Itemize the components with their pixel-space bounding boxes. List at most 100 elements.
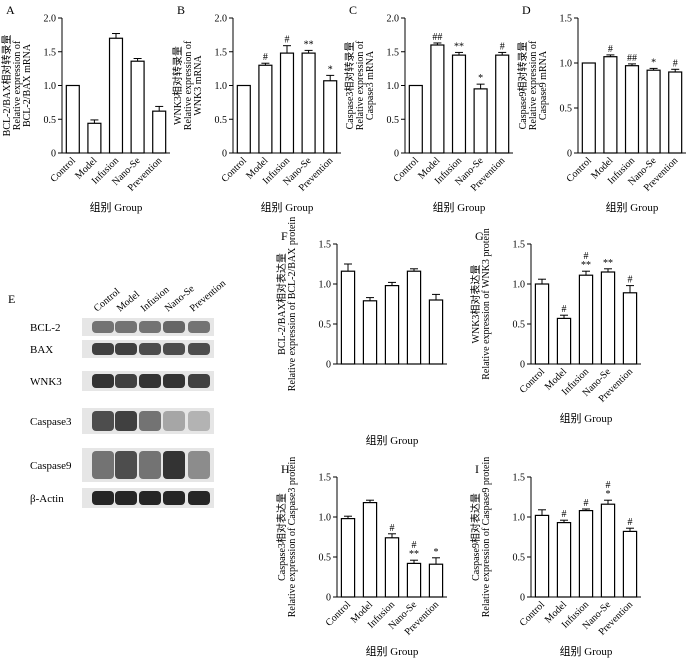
y-tick-label: 1.0 xyxy=(319,280,332,291)
y-axis-label: BCL-2/BAX相对转录量 xyxy=(0,35,13,137)
bar-prevention xyxy=(152,110,167,154)
y-tick-label: 0.5 xyxy=(513,320,526,331)
x-axis-label: 组别 Group xyxy=(560,411,613,425)
blot-band xyxy=(139,411,161,431)
y-axis-label: BCL-2/BAX mRNA xyxy=(22,43,33,127)
bar-nano-se xyxy=(130,60,145,154)
bar-model xyxy=(556,521,572,598)
blot-band xyxy=(163,491,185,505)
y-axis-label: Relative expression of BCL-2/BAX protein xyxy=(287,217,298,391)
chart-panel-d: D00.51.01.5Control#Model##Infusion*Nano-… xyxy=(516,3,686,214)
chart-panel-g: G00.51.01.5Control#Model**#Infusion**Nan… xyxy=(469,228,641,425)
significance-mark: ** xyxy=(454,41,464,52)
y-tick-label: 0.5 xyxy=(513,553,526,564)
y-tick-label: 0.5 xyxy=(215,115,228,126)
bar-nano-se xyxy=(473,88,488,154)
y-axis-label: Relative expression of xyxy=(183,40,194,130)
blot-band xyxy=(115,343,137,355)
bar-infusion xyxy=(624,65,640,154)
y-tick-label: 2.0 xyxy=(387,14,400,25)
bar-control xyxy=(340,517,356,598)
y-tick-label: 0.5 xyxy=(387,115,400,126)
significance-mark: # xyxy=(673,58,678,69)
blot-protein-label: BCL-2 xyxy=(30,322,61,334)
bar-prevention xyxy=(622,530,638,598)
y-tick-label: 1.5 xyxy=(319,473,332,484)
bar-model xyxy=(362,300,378,365)
significance-mark: ** xyxy=(581,260,591,271)
y-axis-label: WNK3相对转录量 xyxy=(171,46,184,125)
y-tick-label: 2.0 xyxy=(215,14,228,25)
blot-band xyxy=(139,343,161,355)
blot-band xyxy=(115,451,137,479)
significance-mark: ** xyxy=(409,549,419,560)
bar-nano-se xyxy=(600,503,616,598)
blot-band xyxy=(139,491,161,505)
panel-letter: F xyxy=(281,229,288,243)
x-axis-label: 组别 Group xyxy=(433,200,486,214)
bar-control xyxy=(236,84,251,154)
significance-mark: # xyxy=(285,35,290,46)
blot-band xyxy=(188,321,210,333)
category-label: Control xyxy=(49,155,79,185)
y-tick-label: 1.5 xyxy=(215,47,228,58)
bar-infusion xyxy=(384,285,400,365)
category-label: Control xyxy=(518,599,548,629)
panel-letter: B xyxy=(177,3,185,17)
y-tick-label: 0 xyxy=(326,360,331,371)
significance-mark: # xyxy=(608,44,613,55)
bar-infusion xyxy=(451,54,467,154)
y-axis-label: WNK3相对表达量 xyxy=(469,265,482,344)
significance-mark: # xyxy=(584,498,589,509)
y-axis-label: Caspase9相对转录量 xyxy=(516,42,529,130)
y-tick-label: 0 xyxy=(326,593,331,604)
bar-control xyxy=(65,84,80,154)
bar-infusion xyxy=(279,52,295,154)
blot-band xyxy=(92,491,114,505)
y-tick-label: 0 xyxy=(520,360,525,371)
y-tick-label: 1.5 xyxy=(513,240,526,251)
bar-model xyxy=(87,122,102,154)
x-axis-label: 组别 Group xyxy=(90,200,143,214)
significance-mark: # xyxy=(263,52,268,63)
category-label: Control xyxy=(392,155,422,185)
blot-protein-label: β-Actin xyxy=(30,493,64,505)
chart-panel-i: I00.51.01.5Control#Model#Infusion*#Nano-… xyxy=(469,457,641,658)
y-tick-label: 1.0 xyxy=(319,513,332,524)
panel-letter: I xyxy=(475,462,479,476)
blot-band xyxy=(163,374,185,388)
y-tick-label: 0.5 xyxy=(319,553,332,564)
x-axis-label: 组别 Group xyxy=(261,200,314,214)
blot-band xyxy=(163,343,185,355)
western-blot-panel: E ControlModelInfusionNano-SePreventionBC… xyxy=(8,278,228,508)
significance-mark: * xyxy=(328,64,333,75)
significance-mark: # xyxy=(606,480,611,491)
bar-prevention xyxy=(622,292,638,365)
blot-band xyxy=(188,411,210,431)
y-tick-label: 1.0 xyxy=(513,513,526,524)
bar-model xyxy=(430,44,445,154)
panel-letter: D xyxy=(522,3,531,17)
category-label: Control xyxy=(220,155,250,185)
bar-model xyxy=(556,317,572,365)
significance-mark: # xyxy=(500,41,505,52)
y-axis-label: Relative expression of WNK3 protein xyxy=(481,228,492,379)
y-tick-label: 1.5 xyxy=(319,240,332,251)
blot-band xyxy=(115,411,137,431)
chart-panel-c: C00.51.01.52.0Control##Model**Infusion*N… xyxy=(343,3,513,214)
y-tick-label: 0 xyxy=(520,593,525,604)
y-tick-label: 1.0 xyxy=(560,59,573,70)
significance-mark: * xyxy=(651,57,656,68)
chart-panel-a: A00.51.01.52.0ControlModelInfusionNano-S… xyxy=(0,3,170,214)
significance-mark: ## xyxy=(627,53,637,64)
bar-control xyxy=(408,84,423,154)
y-axis-label: WNK3 mRNA xyxy=(193,55,204,116)
bar-prevention xyxy=(428,563,444,598)
significance-mark: ## xyxy=(432,32,442,43)
blot-band xyxy=(92,411,114,431)
blot-protein-label: Caspase3 xyxy=(30,416,72,428)
blot-band xyxy=(188,374,210,388)
y-axis-label: Relative expression of xyxy=(12,40,23,130)
blot-band xyxy=(115,321,137,333)
